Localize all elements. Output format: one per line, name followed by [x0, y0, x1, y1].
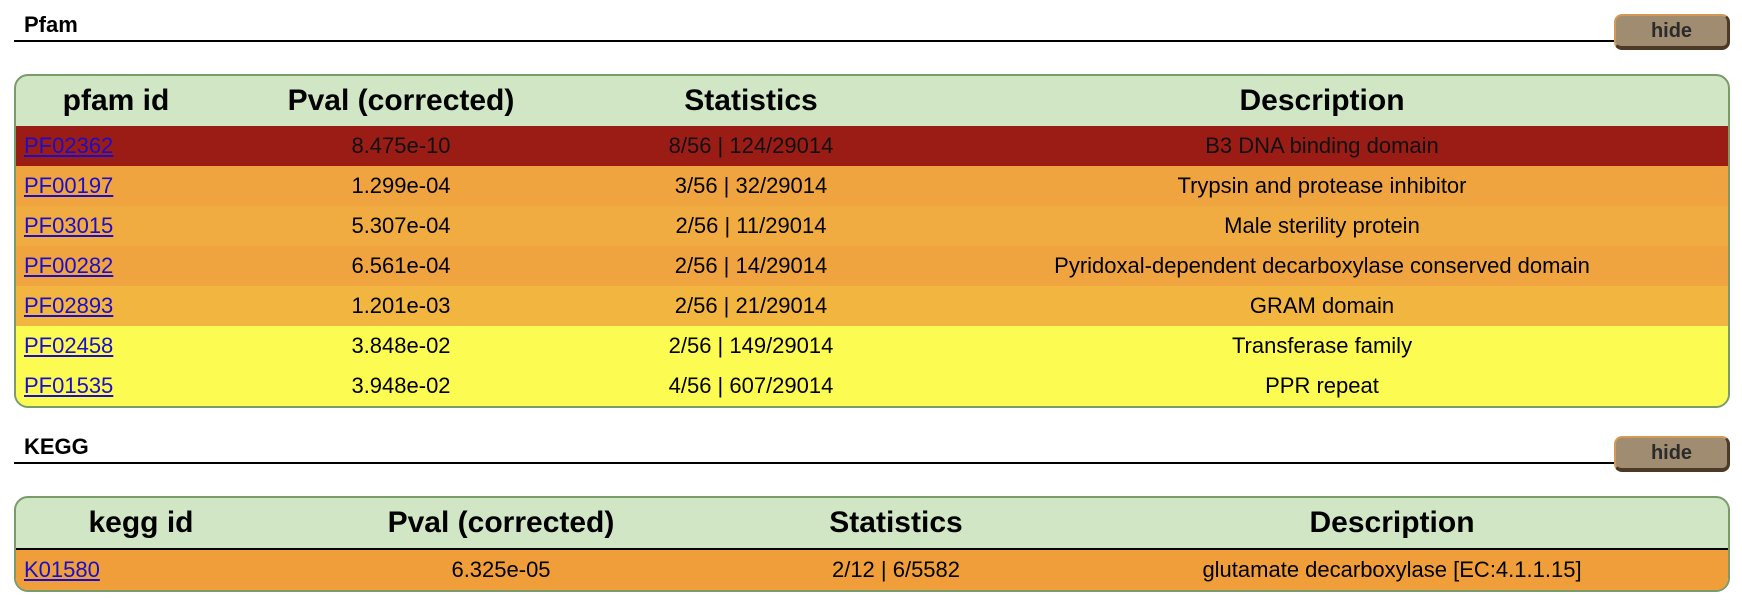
pfam-col-desc-header[interactable]: Description — [1239, 84, 1405, 117]
pfam-stats-cell: 2/56 | 14/29014 — [674, 253, 828, 278]
kegg-table: kegg id Pval (corrected) Statistics Desc… — [16, 498, 1728, 590]
pfam-stats-cell: 2/56 | 11/29014 — [675, 213, 827, 238]
pfam-id-link[interactable]: PF01535 — [24, 373, 114, 398]
pfam-id-cell: PF00282 — [16, 246, 216, 286]
pfam-col-stats-header[interactable]: Statistics — [684, 84, 818, 117]
pfam-pval-cell: 8.475e-10 — [351, 133, 451, 158]
kegg-col-desc-header[interactable]: Description — [1056, 498, 1728, 550]
pfam-hide-button[interactable]: hide — [1614, 14, 1730, 50]
kegg-description-cell: glutamate decarboxylase [EC:4.1.1.15] — [1202, 557, 1582, 582]
pfam-id-cell: PF02893 — [16, 286, 216, 326]
pfam-id-link[interactable]: PF02362 — [24, 133, 114, 158]
kegg-id-cell: K01580 — [16, 549, 266, 590]
pfam-description-cell: Trypsin and protease inhibitor — [1177, 173, 1467, 198]
pfam-stats-cell: 8/56 | 124/29014 — [668, 133, 834, 158]
kegg-table-panel: kegg id Pval (corrected) Statistics Desc… — [14, 496, 1730, 592]
pfam-id-link[interactable]: PF02458 — [24, 333, 114, 358]
kegg-stats-cell: 2/12 | 6/5582 — [831, 557, 961, 582]
pfam-id-cell: PF00197 — [16, 166, 216, 206]
pfam-id-cell: PF02458 — [16, 326, 216, 366]
pfam-table-row: PF02893 1.201e-03 2/56 | 21/29014 GRAM doma… — [16, 286, 1728, 326]
pfam-id-link[interactable]: PF00282 — [24, 253, 114, 278]
kegg-hide-button[interactable]: hide — [1614, 436, 1730, 472]
pfam-pval-cell: 1.299e-04 — [351, 173, 451, 198]
pfam-description-cell: B3 DNA binding domain — [1205, 133, 1439, 158]
pfam-rows: PF02362 8.475e-10 8/56 | 124/29014 B3 DNA b… — [16, 126, 1728, 406]
pfam-id-cell: PF01535 — [16, 366, 216, 406]
pfam-id-link[interactable]: PF02893 — [24, 293, 114, 318]
pfam-stats-cell: 2/56 | 21/29014 — [674, 293, 828, 318]
pfam-header-row: pfam id Pval (corrected) Statistics Desc… — [16, 76, 1728, 126]
pfam-id-cell: PF02362 — [16, 126, 216, 166]
pfam-col-id-header[interactable]: pfam id — [62, 84, 170, 117]
pfam-description-cell: Pyridoxal-dependent decarboxylase conser… — [1054, 253, 1590, 278]
pfam-table: pfam id Pval (corrected) Statistics Desc… — [16, 76, 1728, 406]
pfam-description-cell: Male sterility protein — [1224, 213, 1420, 238]
kegg-col-pval-header[interactable]: Pval (corrected) — [266, 498, 736, 550]
pfam-pval-cell: 6.561e-04 — [351, 253, 451, 278]
pfam-description-cell: GRAM domain — [1249, 293, 1395, 318]
kegg-header-row: kegg id Pval (corrected) Statistics Desc… — [16, 498, 1728, 550]
pfam-pval-cell: 5.307e-04 — [351, 213, 451, 238]
kegg-section-title: KEGG — [24, 434, 89, 459]
pfam-stats-cell: 4/56 | 607/29014 — [668, 373, 834, 398]
pfam-table-row: PF02458 3.848e-02 2/56 | 149/29014 Transfer… — [16, 326, 1728, 366]
pfam-pval-cell: 3.948e-02 — [351, 373, 451, 398]
pfam-id-cell: PF03015 — [16, 206, 216, 246]
pfam-description-cell: PPR repeat — [1265, 373, 1379, 398]
pfam-pval-cell: 3.848e-02 — [351, 333, 451, 358]
kegg-section-divider — [14, 462, 1618, 464]
kegg-table-row: K01580 6.325e-05 2/12 | 6/5582 glutamate de… — [16, 549, 1728, 590]
pfam-table-panel: pfam id Pval (corrected) Statistics Desc… — [14, 74, 1730, 408]
pfam-id-link[interactable]: PF03015 — [24, 213, 114, 238]
pfam-stats-cell: 2/56 | 149/29014 — [668, 333, 834, 358]
pfam-table-row: PF00197 1.299e-04 3/56 | 32/29014 Trypsin a… — [16, 166, 1728, 206]
kegg-id-link[interactable]: K01580 — [24, 557, 100, 582]
pfam-section-header: Pfam — [14, 12, 1618, 42]
pfam-table-row: PF03015 5.307e-04 2/56 | 11/29014 Male ster… — [16, 206, 1728, 246]
pfam-pval-cell: 1.201e-03 — [351, 293, 451, 318]
pfam-stats-cell: 3/56 | 32/29014 — [674, 173, 828, 198]
kegg-pval-cell: 6.325e-05 — [451, 557, 551, 582]
kegg-rows: K01580 6.325e-05 2/12 | 6/5582 glutamate de… — [16, 549, 1728, 590]
pfam-section-divider — [14, 40, 1618, 42]
pfam-id-link[interactable]: PF00197 — [24, 173, 114, 198]
pfam-col-pval-header[interactable]: Pval (corrected) — [287, 84, 515, 117]
kegg-col-stats-header[interactable]: Statistics — [736, 498, 1056, 550]
pfam-table-row: PF01535 3.948e-02 4/56 | 607/29014 PPR repe… — [16, 366, 1728, 406]
pfam-table-row: PF02362 8.475e-10 8/56 | 124/29014 B3 DNA b… — [16, 126, 1728, 166]
pfam-table-row: PF00282 6.561e-04 2/56 | 14/29014 Pyridoxal… — [16, 246, 1728, 286]
kegg-col-id-header[interactable]: kegg id — [16, 498, 266, 550]
pfam-section-title: Pfam — [24, 12, 78, 37]
pfam-description-cell: Transferase family — [1231, 333, 1413, 358]
kegg-section-header: KEGG — [14, 434, 1618, 464]
